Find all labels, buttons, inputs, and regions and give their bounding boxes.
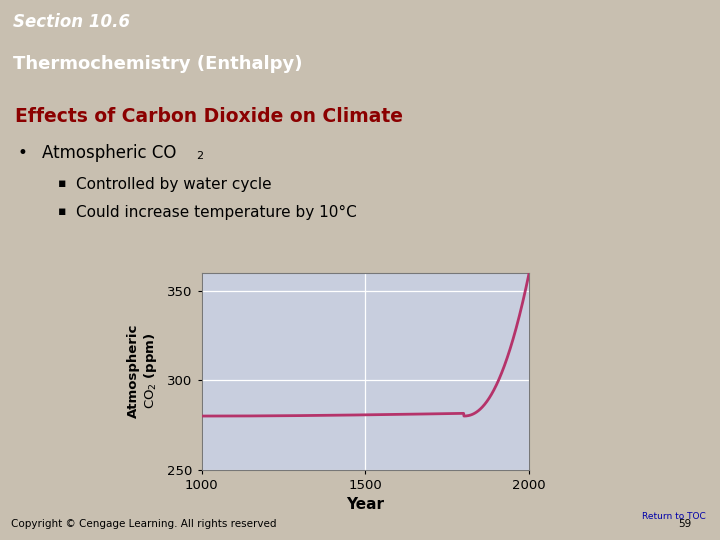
Text: ▪: ▪ [58,177,66,190]
Text: 59: 59 [678,519,691,529]
Y-axis label: Atmospheric
$\mathrm{CO_2}$ (ppm): Atmospheric $\mathrm{CO_2}$ (ppm) [127,324,159,418]
Text: Copyright © Cengage Learning. All rights reserved: Copyright © Cengage Learning. All rights… [11,519,276,529]
Text: Controlled by water cycle: Controlled by water cycle [76,177,271,192]
Text: Section 10.6: Section 10.6 [13,14,130,31]
Text: Atmospheric CO: Atmospheric CO [42,144,176,162]
Text: ▪: ▪ [58,205,66,218]
X-axis label: Year: Year [346,497,384,512]
Text: Effects of Carbon Dioxide on Climate: Effects of Carbon Dioxide on Climate [15,107,403,126]
Text: Thermochemistry (Enthalpy): Thermochemistry (Enthalpy) [13,55,302,73]
Text: Return to TOC: Return to TOC [642,512,706,522]
Text: Could increase temperature by 10°C: Could increase temperature by 10°C [76,205,356,220]
Text: •: • [18,144,28,162]
Text: 2: 2 [196,151,203,161]
